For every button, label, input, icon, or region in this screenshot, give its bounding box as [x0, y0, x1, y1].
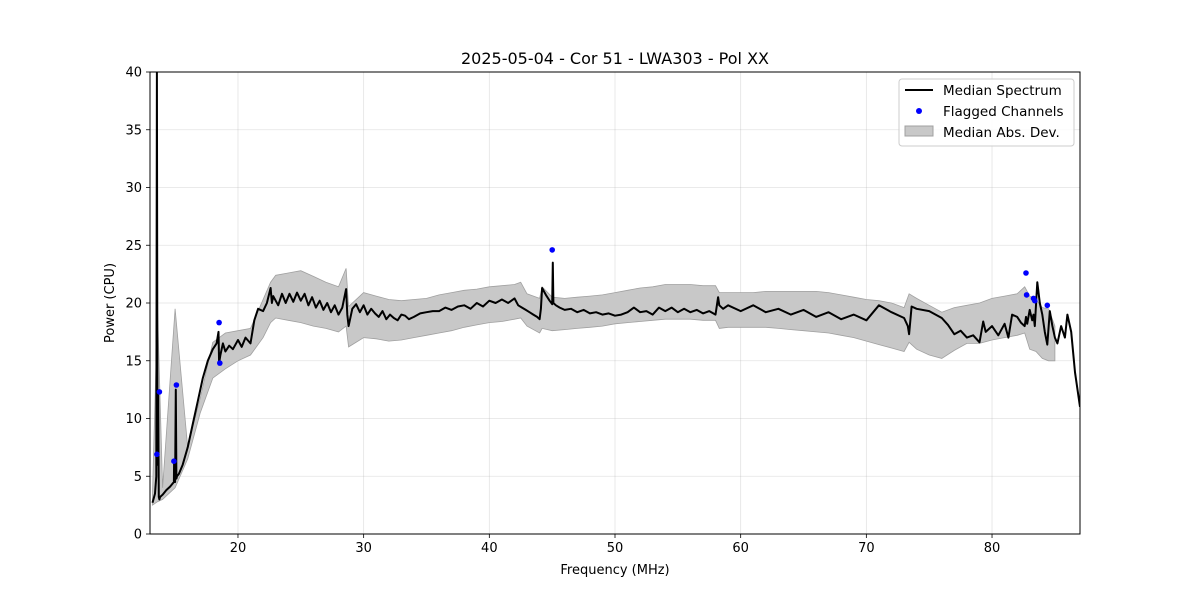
y-tick-label: 5	[134, 470, 142, 485]
x-axis-label: Frequency (MHz)	[560, 563, 669, 578]
x-tick-label: 30	[355, 541, 372, 556]
y-tick-label: 15	[125, 354, 142, 369]
x-tick-label: 40	[481, 541, 498, 556]
flagged-channel-point	[217, 360, 223, 366]
y-tick-label: 25	[125, 239, 142, 254]
flagged-channel-point	[173, 382, 180, 388]
median-spectrum-line	[151, 72, 1080, 504]
x-tick-label: 60	[732, 541, 749, 556]
flagged-channel-point	[1044, 302, 1051, 309]
legend-label-median-spectrum: Median Spectrum	[943, 83, 1062, 99]
legend: Median Spectrum Flagged Channels Median …	[898, 78, 1075, 147]
flagged-channel-point	[216, 319, 222, 326]
y-tick-label: 20	[125, 297, 142, 312]
x-tick-label: 20	[230, 541, 247, 556]
legend-label-flagged-channels: Flagged Channels	[943, 104, 1064, 120]
chart-title: 2025-05-04 - Cor 51 - LWA303 - Pol XX	[461, 49, 769, 68]
y-tick-label: 30	[125, 181, 142, 196]
y-tick-label: 40	[125, 66, 142, 81]
legend-box	[898, 78, 1075, 147]
flagged-channel-point	[156, 389, 163, 395]
y-tick-label: 10	[125, 412, 142, 427]
x-tick-label: 80	[984, 541, 1001, 556]
flagged-channel-point	[1023, 292, 1030, 298]
flagged-channel-point	[549, 247, 555, 253]
x-tick-label: 50	[607, 541, 624, 556]
legend-swatch-flagged-channels	[916, 108, 922, 114]
flagged-channel-point	[1023, 270, 1029, 276]
median-abs-dev-band	[152, 268, 1056, 506]
flagged-channel-point	[171, 458, 177, 465]
x-tick-label: 70	[858, 541, 875, 556]
y-axis-label: Power (CPU)	[103, 263, 118, 343]
legend-swatch-median-abs-dev	[904, 125, 934, 137]
y-tick-label: 0	[134, 528, 142, 543]
plot-area	[151, 72, 1080, 506]
legend-label-median-abs-dev: Median Abs. Dev.	[943, 125, 1060, 141]
axis-ticks: 20 30 40 50 60 70 80 0 5 10 15 20 25 30 35 40	[125, 66, 1000, 557]
y-tick-label: 35	[125, 123, 142, 138]
flagged-channel-point	[154, 451, 160, 458]
flagged-channel-point	[1032, 297, 1038, 304]
